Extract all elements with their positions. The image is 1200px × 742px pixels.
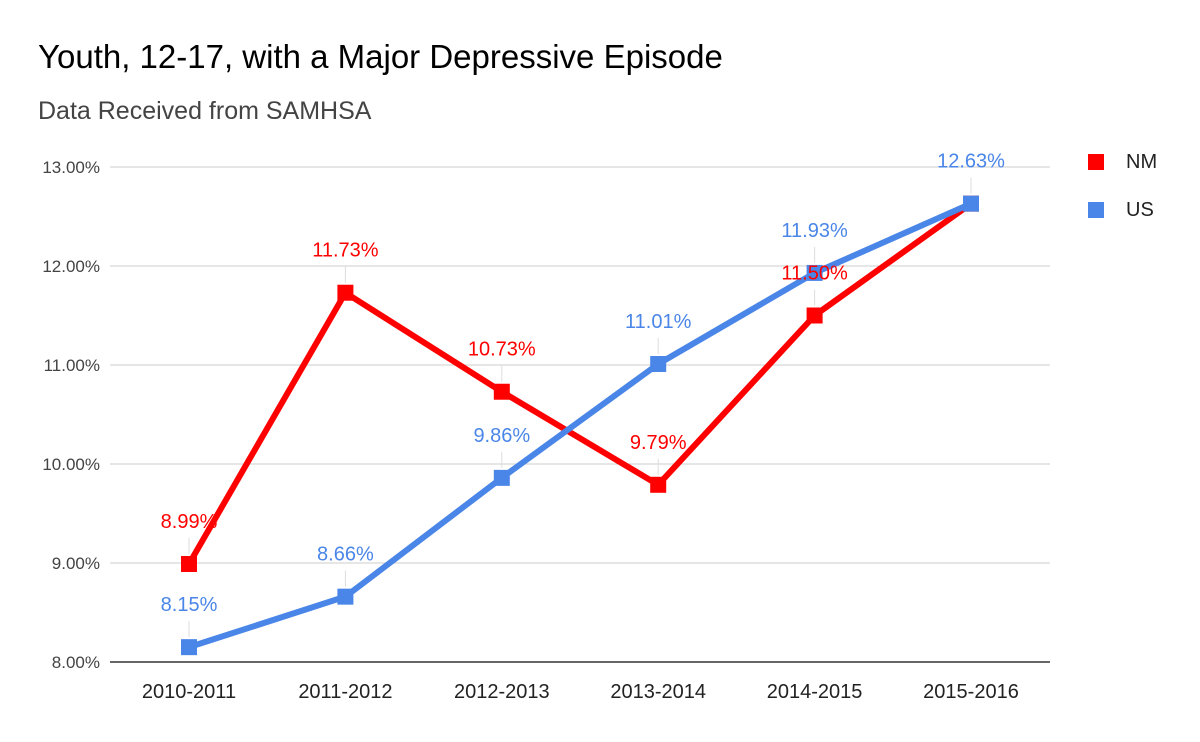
x-axis-ticks: 2010-2011 2011-2012 2012-2013 2013-2014 2014… [142, 681, 1019, 703]
series-lines [186, 200, 973, 651]
y-tick-label: 12.00% [42, 257, 100, 276]
chart-title: Youth, 12-17, with a Major Depressive Ep… [38, 38, 723, 75]
data-label-nm: 11.50% [781, 263, 848, 285]
data-point-nm [493, 383, 510, 400]
y-tick-label: 10.00% [42, 455, 100, 474]
data-point-nm [650, 476, 667, 493]
x-tick-label: 2015-2016 [923, 681, 1019, 703]
legend-label-us: US [1126, 198, 1154, 221]
series-line-us [188, 200, 973, 651]
data-label-us: 8.15% [161, 594, 218, 616]
gridlines [110, 166, 1050, 663]
data-point-us [806, 264, 823, 281]
x-tick-label: 2010-2011 [142, 681, 236, 703]
data-label-nm: 11.73% [312, 240, 379, 262]
data-label-us: 8.66% [317, 544, 374, 566]
data-point-us [963, 195, 979, 212]
data-point-us [337, 588, 354, 605]
x-tick-label: 2011-2012 [298, 681, 392, 703]
data-label-nm: 10.73% [468, 339, 536, 361]
data-point-us [650, 356, 667, 373]
y-tick-label: 8.00% [52, 653, 100, 672]
legend-swatch-nm [1088, 154, 1104, 170]
legend-item-nm: NM [1088, 150, 1157, 174]
chart-subtitle: Data Received from SAMHSA [38, 97, 372, 125]
data-label-nm: 9.79% [630, 432, 687, 454]
data-point-nm [337, 284, 354, 301]
legend-label-nm: NM [1126, 150, 1158, 173]
series-markers [181, 195, 979, 656]
label-leaders [188, 177, 972, 638]
x-tick-label: 2012-2013 [454, 681, 550, 703]
series-line-nm [186, 201, 973, 566]
legend: NM US [1088, 150, 1157, 246]
data-label-us: 9.86% [473, 425, 530, 447]
y-tick-label: 11.00% [44, 356, 100, 375]
y-tick-label: 9.00% [52, 554, 100, 573]
y-tick-label: 13.00% [42, 158, 100, 177]
data-point-us [493, 469, 510, 486]
data-label-us: 11.01% [625, 311, 692, 333]
data-label-us: 11.93% [781, 220, 848, 242]
data-label-nm: 8.99% [161, 511, 218, 533]
x-tick-label: 2013-2014 [610, 681, 706, 703]
x-tick-label: 2014-2015 [767, 681, 863, 703]
data-labels: 8.99% 11.73% 10.73% 9.79% 11.50% 8.15% 8.66% 9.… [161, 151, 1005, 617]
data-point-us [181, 639, 197, 656]
legend-swatch-us [1088, 202, 1104, 218]
data-point-nm [181, 555, 197, 572]
data-label-us: 12.63% [937, 151, 1005, 173]
legend-item-us: US [1088, 198, 1157, 222]
y-axis-ticks: 8.00% 9.00% 10.00% 11.00% 12.00% 13.00% [42, 158, 100, 672]
data-point-nm [806, 307, 823, 324]
